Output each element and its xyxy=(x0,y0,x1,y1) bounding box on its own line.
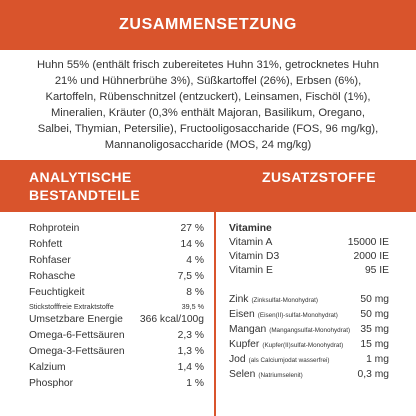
composition-title: ZUSAMMENSETZUNG xyxy=(119,16,297,33)
table-row: Feuchtigkeit 8 % xyxy=(29,285,204,301)
row-label: Rohprotein xyxy=(29,223,80,234)
minerals-list: Zink (Zinksulfat-Monohydrat) 50 mg Eisen(… xyxy=(229,292,389,382)
row-value: 50 mg xyxy=(360,309,389,320)
row-value: 14 % xyxy=(180,239,204,250)
composition-line: Kartoffeln, Rübenschnitzel (entzuckert),… xyxy=(45,91,371,103)
row-label: Stickstofffreie Extraktstoffe xyxy=(29,302,114,311)
row-label: Feuchtigkeit xyxy=(29,287,85,298)
row-label: Vitamin D3 xyxy=(229,251,280,262)
mineral-name: Jod xyxy=(229,354,246,365)
analytical-title-line: BESTANDTEILE xyxy=(29,187,141,203)
composition-header: ZUSAMMENSETZUNG xyxy=(0,0,416,50)
row-value: 15 mg xyxy=(360,339,389,350)
row-value: 1,4 % xyxy=(177,362,204,373)
table-row: Kalzium 1,4 % xyxy=(29,360,204,376)
row-label: Rohfaser xyxy=(29,255,71,266)
table-row: Rohfett 14 % xyxy=(29,237,204,253)
row-value: 15000 IE xyxy=(347,237,389,248)
row-label: Omega-3-Fettsäuren xyxy=(29,346,125,357)
table-row: Rohfaser 4 % xyxy=(29,253,204,269)
analytical-table: Rohprotein 27 % Rohfett 14 % Rohfaser 4 … xyxy=(29,221,204,392)
row-value: 2000 IE xyxy=(353,251,390,262)
row-label: Vitamin A xyxy=(229,237,273,248)
row-value: 4 % xyxy=(186,255,204,266)
table-row: Vitamin D3 2000 IE xyxy=(229,250,389,264)
row-label: Rohfett xyxy=(29,239,63,250)
row-value: 27 % xyxy=(180,223,204,234)
table-row: Rohasche 7,5 % xyxy=(29,269,204,285)
table-row: Mangan (Mangangsulfat-Monohydrat) 35 mg xyxy=(229,322,389,337)
row-value: 35 mg xyxy=(360,324,389,335)
row-value: 50 mg xyxy=(360,294,389,305)
table-row: Omega-3-Fettsäuren 1,3 % xyxy=(29,344,204,360)
composition-line: Salbei, Thymian, Petersilie), Fructoolig… xyxy=(37,123,379,135)
row-label: Rohasche xyxy=(29,271,76,282)
row-value: 1 % xyxy=(186,378,204,389)
row-label: Omega-6-Fettsäuren xyxy=(29,330,125,341)
row-value: 95 IE xyxy=(364,265,389,276)
mineral-name: Eisen xyxy=(229,309,255,320)
mineral-note: (Eisen(II)-sulfat-Monohydrat) xyxy=(257,312,338,319)
row-value: 2,3 % xyxy=(177,330,204,341)
mineral-name: Zink xyxy=(229,294,249,305)
table-row: Omega-6-Fettsäuren 2,3 % xyxy=(29,328,204,344)
row-value: 366 kcal/100g xyxy=(139,314,204,325)
table-row: Stickstofffreie Extraktstoffe 39,5 % xyxy=(29,301,204,312)
mineral-note: (Zinksulfat-Monohydrat) xyxy=(251,297,318,304)
composition-line: Mannanoligosaccharide (MOS, 24 mg/kg) xyxy=(104,139,312,151)
analytical-title: ANALYTISCHE BESTANDTEILE xyxy=(29,168,140,204)
row-label: Umsetzbare Energie xyxy=(29,314,123,325)
section-header-band: ANALYTISCHE BESTANDTEILE ZUSATZSTOFFE xyxy=(0,160,416,212)
additives-table: Vitamine Vitamin A 15000 IE Vitamin D3 2… xyxy=(229,221,389,382)
table-row: Jod (als Calciumjodat wasserfrei) 1 mg xyxy=(229,352,389,367)
mineral-note: (Kupfer(II)sulfat-Monohydrat) xyxy=(262,342,344,349)
composition-text: Huhn 55% (enthält frisch zubereitetes Hu… xyxy=(14,57,402,153)
additives-title: ZUSATZSTOFFE xyxy=(262,169,376,185)
analytical-title-line: ANALYTISCHE xyxy=(29,169,132,185)
mineral-note: (Natriumselenit) xyxy=(258,372,303,379)
mineral-name: Selen xyxy=(229,369,256,380)
mineral-note: (als Calciumjodat wasserfrei) xyxy=(248,357,330,364)
row-value: 1 mg xyxy=(366,354,389,365)
vitamins-heading: Vitamine xyxy=(229,223,272,234)
row-value: 39,5 % xyxy=(181,302,204,311)
composition-line: Mineralien, Kräuter (0,3% enthält Majora… xyxy=(50,107,366,119)
table-row: Selen (Natriumselenit) 0,3 mg xyxy=(229,367,389,382)
row-value: 1,3 % xyxy=(177,346,204,357)
row-value: 8 % xyxy=(186,287,204,298)
row-label: Phosphor xyxy=(29,378,74,389)
row-label: Vitamin E xyxy=(229,265,273,276)
row-value: 7,5 % xyxy=(177,271,204,282)
mineral-name: Mangan xyxy=(229,324,267,335)
mineral-note: (Mangangsulfat-Monohydrat) xyxy=(269,327,351,334)
row-value: 0,3 mg xyxy=(357,369,389,380)
column-divider xyxy=(214,212,216,416)
table-row: Zink (Zinksulfat-Monohydrat) 50 mg xyxy=(229,292,389,307)
composition-line: 21% und Hühnerbrühe 3%), Süßkartoffel (2… xyxy=(54,75,362,87)
table-row: Phosphor 1 % xyxy=(29,376,204,392)
table-row: Kupfer (Kupfer(II)sulfat-Monohydrat) 15 m… xyxy=(229,337,389,352)
table-row: Vitamin E 95 IE xyxy=(229,264,389,278)
row-label: Kalzium xyxy=(29,362,66,373)
table-row: Umsetzbare Energie 366 kcal/100g xyxy=(29,312,204,328)
table-row: Rohprotein 27 % xyxy=(29,221,204,237)
mineral-name: Kupfer xyxy=(229,339,260,350)
table-row: Vitamin A 15000 IE xyxy=(229,236,389,250)
composition-line: Huhn 55% (enthält frisch zubereitetes Hu… xyxy=(36,59,380,71)
table-row: Eisen (Eisen(II)-sulfat-Monohydrat) 50 mg xyxy=(229,307,389,322)
